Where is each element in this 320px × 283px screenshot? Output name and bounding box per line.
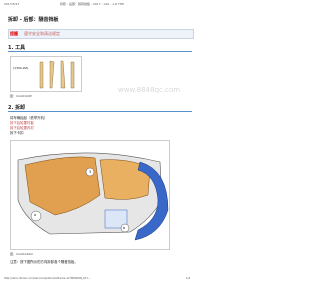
callout: 3 — [89, 170, 92, 174]
callout: b — [123, 226, 126, 230]
diagram — [10, 140, 170, 250]
page-title: 拆卸 - 后部：隔音挡板 — [8, 17, 59, 23]
section-heading: 1. 工具 — [8, 45, 26, 51]
rule — [8, 51, 192, 52]
footer-page: 1/4 — [186, 277, 191, 280]
tool-code: (1300-ZZ) — [13, 66, 29, 70]
header-title: 拆卸 - 后部：隔音挡板 - 2017 - C4L - 1.6 THP — [60, 2, 124, 6]
step: 将车辆抬起（低举升机） — [10, 116, 48, 120]
header-date: 2017/5/27 — [4, 2, 20, 6]
tool-figure — [10, 56, 82, 92]
step: 拆下卡扣 — [10, 131, 24, 135]
section-heading: 2. 拆卸 — [8, 105, 26, 111]
notice-label: 提醒 — [10, 30, 18, 36]
step[interactable]: 拆下后轮罩内衬 — [10, 126, 34, 130]
caption: 图：CAA02A0P — [10, 94, 32, 98]
note: 注意：按下图所示的方向拆卸各个隔音挡板。 — [10, 260, 78, 264]
notice-box — [8, 29, 194, 39]
notice-text[interactable]: 遵守安全和清洁规定 — [24, 30, 60, 36]
step[interactable]: 拆下后轮罩衬板 — [10, 121, 34, 125]
footer-url: http://dsm.citroen.com/service/public/ws… — [4, 277, 91, 280]
watermark: www.8848qc.com — [118, 86, 181, 94]
caption: 图：CAA0A4GD — [10, 252, 33, 256]
callout: a — [34, 213, 37, 217]
rule — [8, 111, 192, 112]
page: 2017/5/27 拆卸 - 后部：隔音挡板 - 2017 - C4L - 1.… — [4, 2, 194, 280]
